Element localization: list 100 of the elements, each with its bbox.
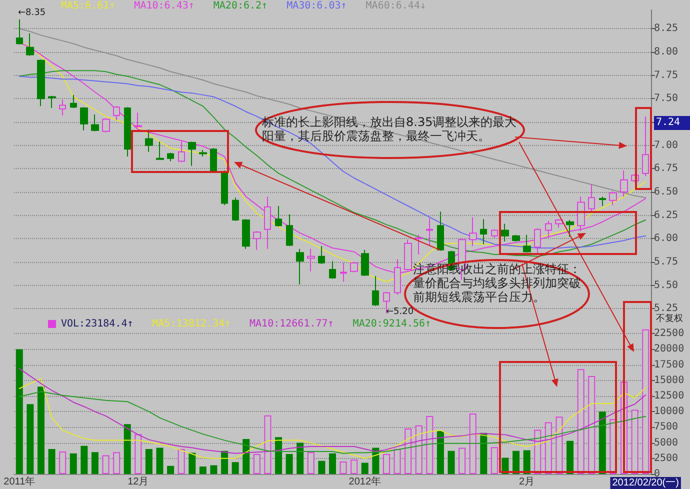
y-tick-label: 6.50: [654, 186, 678, 198]
line-series: [18, 391, 646, 454]
bar: [232, 462, 239, 474]
bar: [436, 430, 444, 474]
bar: [59, 452, 66, 474]
x-tick-label: 2月: [519, 476, 535, 488]
candlestick: [609, 190, 617, 206]
candlestick: [37, 58, 45, 107]
candlestick: [253, 230, 261, 250]
text: MA60:6.44↓: [366, 0, 426, 12]
bar: [490, 447, 498, 474]
bar: [156, 448, 164, 474]
y-tick-label: 10000: [654, 406, 684, 418]
x-tick-label: 2011年: [4, 476, 36, 488]
annotation: ←8.35: [18, 8, 47, 19]
candlestick: [134, 112, 142, 128]
candlestick: [577, 196, 585, 232]
text: 7.24: [654, 116, 690, 130]
bar: [642, 329, 650, 474]
candlestick: [188, 141, 196, 166]
candlestick: [167, 152, 174, 162]
text: MA10:6.43↑: [134, 0, 194, 12]
bar: [296, 442, 304, 474]
bar: [350, 460, 358, 474]
bar: [199, 466, 206, 474]
y-tick-label: 8.25: [654, 23, 678, 34]
y-tick-label: 8.00: [654, 46, 678, 58]
bar: [253, 454, 260, 474]
bar: [113, 452, 120, 474]
bar: [16, 349, 23, 474]
bar: [318, 460, 326, 474]
bar: [588, 376, 596, 474]
bar: [404, 428, 412, 474]
bar: [178, 449, 185, 474]
y-tick-label: 7.00: [654, 140, 678, 151]
candlestick: [415, 234, 423, 256]
bar: [631, 410, 638, 474]
bar: [242, 439, 250, 474]
candlestick: [242, 218, 250, 250]
y-tick-label: 12500: [654, 390, 684, 402]
candlestick: [545, 220, 552, 238]
bar: [340, 462, 347, 474]
y-tick-label: 0: [654, 468, 660, 480]
bar: [80, 446, 88, 474]
bar: [145, 449, 152, 474]
candlestick: [124, 106, 131, 158]
candlestick: [480, 218, 487, 245]
legend-label: VOL:23184.4↑: [61, 318, 134, 330]
bar: [577, 369, 584, 474]
bar: [361, 462, 368, 474]
candlestick: [59, 99, 66, 116]
bar: [26, 404, 34, 474]
bar: [566, 440, 574, 474]
candlestick: [307, 248, 315, 272]
candlestick: [286, 214, 293, 247]
candlestick: [588, 184, 595, 212]
text: MA5:13812.34↑: [152, 318, 231, 330]
candlestick: [264, 196, 271, 250]
bar: [458, 448, 466, 474]
y-tick-label: 2500: [654, 452, 678, 464]
bar: [394, 449, 401, 474]
candlestick: [566, 220, 574, 238]
candlestick: [210, 148, 217, 172]
candlestick: [534, 228, 541, 254]
candlestick: [340, 262, 347, 282]
y-tick-label: 5.75: [654, 256, 678, 268]
bar: [210, 465, 218, 474]
text: MA30:6.03↑: [286, 0, 347, 12]
candlestick: [91, 114, 99, 132]
candlestick: [156, 141, 164, 160]
y-tick-label: 22500: [654, 328, 684, 340]
bar: [167, 466, 174, 474]
x-tick-label: 2012/02/20(一): [612, 478, 679, 488]
bar: [134, 434, 142, 474]
bar: [37, 386, 44, 474]
candlestick: [512, 234, 520, 242]
candlestick: [16, 18, 23, 46]
bar: [286, 454, 293, 474]
line-series: [18, 368, 646, 454]
candlestick: [145, 128, 153, 152]
candlestick: [372, 276, 379, 306]
candlestick: [113, 106, 120, 121]
candlestick: [329, 260, 336, 280]
candlestick: [178, 141, 185, 163]
candlestick: [437, 211, 444, 252]
y-tick-label: 7.50: [654, 93, 678, 104]
y-tick-label: 5.50: [654, 280, 678, 291]
candlestick: [361, 249, 369, 276]
candlestick: [221, 170, 228, 206]
text: 不复权: [656, 314, 684, 325]
x-tick-label: 12月: [128, 476, 149, 488]
candlestick: [318, 246, 325, 264]
candlestick: [426, 218, 433, 247]
candlestick: [620, 170, 628, 198]
bar: [275, 437, 282, 474]
candlestick: [404, 239, 412, 271]
candlestick: [523, 234, 531, 254]
candlestick: [275, 206, 282, 228]
bar: [264, 415, 272, 474]
candlestick: [491, 228, 498, 238]
